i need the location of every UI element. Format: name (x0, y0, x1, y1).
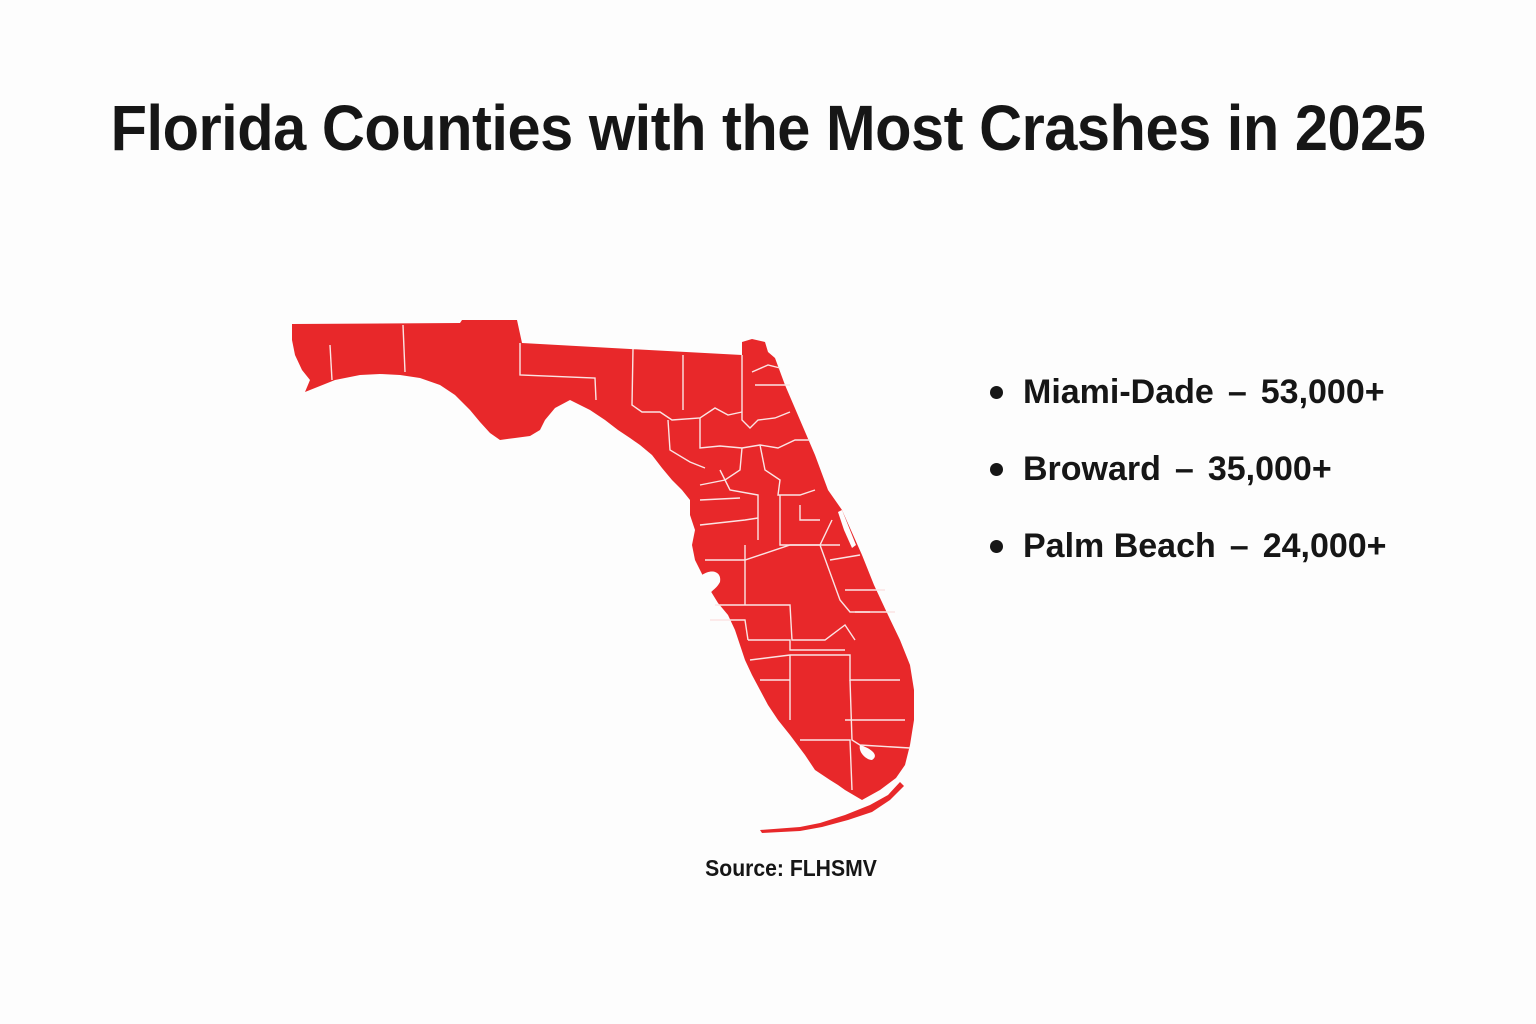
page-title: Florida Counties with the Most Crashes i… (110, 91, 1426, 164)
bullet-icon (990, 462, 1003, 476)
list-item: Palm Beach – 24,000+ (990, 524, 1387, 568)
county-name: Miami-Dade (1023, 372, 1214, 411)
florida-county-map (292, 320, 914, 833)
county-name: Palm Beach (1023, 526, 1216, 565)
bullet-icon (990, 385, 1003, 399)
county-borders (329, 324, 911, 791)
source-caption: Source: FLHSMV (705, 855, 877, 881)
county-crash-list: Miami-Dade – 53,000+ Broward – 35,000+ P… (990, 370, 1387, 601)
florida-state-shape (292, 320, 914, 800)
separator: – (1227, 372, 1247, 411)
bullet-icon (990, 539, 1003, 553)
list-item: Miami-Dade – 53,000+ (990, 370, 1387, 414)
county-name: Broward (1023, 449, 1161, 488)
list-item: Broward – 35,000+ (990, 447, 1387, 491)
crash-count: 24,000+ (1262, 526, 1387, 565)
separator: – (1174, 449, 1194, 488)
separator: – (1229, 526, 1249, 565)
crash-count: 35,000+ (1207, 449, 1332, 488)
crash-count: 53,000+ (1260, 372, 1385, 411)
